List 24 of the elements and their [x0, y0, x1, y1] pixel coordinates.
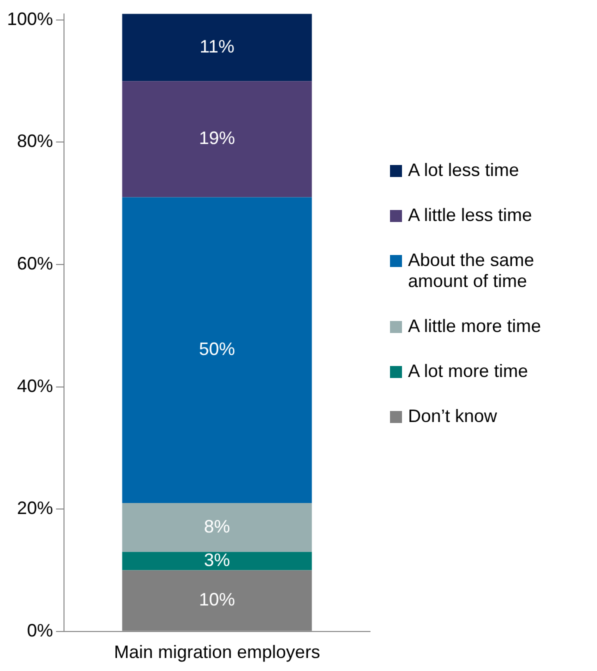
bar [122, 14, 312, 82]
y-tick-label: 20% [17, 498, 54, 518]
y-tick-label: 100% [6, 8, 54, 29]
legend-label: A little less time [408, 205, 532, 226]
bar [122, 502, 312, 552]
legend-label: About the same amount of time [408, 250, 536, 292]
legend-label: A lot less time [408, 160, 520, 181]
y-tick-label: 0% [27, 620, 54, 640]
bar [122, 197, 312, 503]
bar [122, 552, 312, 570]
data-label: 50% [199, 339, 236, 360]
legend-label: A little more time [408, 316, 542, 337]
data-label: 3% [204, 550, 230, 570]
legend-label: Don’t know [408, 406, 498, 427]
data-label: 8% [204, 516, 230, 536]
data-label: 19% [199, 128, 236, 148]
x-tick-label: Main migration employers [114, 642, 320, 662]
bar [122, 81, 312, 198]
data-label: 10% [199, 590, 236, 610]
y-tick-label: 40% [17, 376, 54, 396]
y-tick-label: 60% [17, 253, 54, 274]
data-label: 11% [200, 36, 234, 56]
y-tick-label: 80% [17, 131, 54, 152]
legend-label: A lot more time [408, 361, 528, 382]
